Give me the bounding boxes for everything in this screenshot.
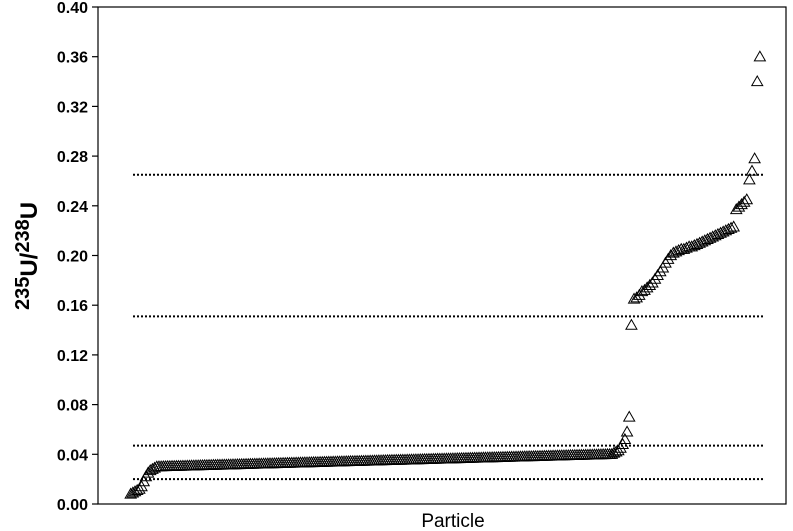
data-point bbox=[724, 221, 738, 233]
y-axis-label: 235U/238U bbox=[12, 202, 43, 310]
data-point bbox=[753, 50, 767, 62]
data-points bbox=[124, 50, 767, 499]
data-point bbox=[677, 242, 691, 254]
data-point bbox=[609, 445, 623, 457]
data-point bbox=[680, 241, 693, 253]
data-point bbox=[743, 173, 756, 185]
data-point bbox=[643, 278, 657, 290]
y-tick-label: 0.20 bbox=[57, 249, 88, 266]
y-axis-ticks: 0.00 0.04 0.08 0.12 0.16 0.20 0.24 0.28 0.32 0.36… bbox=[57, 0, 98, 514]
data-point bbox=[622, 410, 636, 422]
data-point bbox=[750, 75, 764, 87]
data-point bbox=[630, 291, 644, 303]
y-tick-label: 0.04 bbox=[57, 447, 88, 464]
data-point bbox=[627, 292, 641, 304]
y-tick-label: 0.28 bbox=[57, 149, 88, 166]
reference-lines bbox=[133, 173, 765, 481]
data-point bbox=[620, 425, 634, 437]
plot-frame bbox=[97, 6, 787, 505]
y-tick-label: 0.24 bbox=[57, 199, 88, 216]
y-label-isotope-235: 235 bbox=[12, 277, 34, 310]
y-tick-label: 0.40 bbox=[57, 0, 88, 17]
data-point bbox=[737, 195, 751, 207]
data-point bbox=[130, 483, 144, 495]
data-point bbox=[635, 285, 649, 297]
data-point bbox=[605, 447, 619, 459]
data-point bbox=[625, 318, 638, 330]
y-label-symbol-u1: U bbox=[16, 259, 43, 276]
data-point bbox=[126, 486, 140, 498]
data-point bbox=[143, 463, 157, 476]
y-tick-label: 0.00 bbox=[57, 497, 88, 514]
y-label-slash: / bbox=[16, 252, 43, 259]
data-point bbox=[133, 482, 146, 494]
y-tick-label: 0.32 bbox=[57, 99, 88, 116]
y-tick-label: 0.12 bbox=[57, 348, 88, 365]
data-point bbox=[740, 193, 754, 205]
data-point bbox=[727, 220, 741, 232]
data-point bbox=[669, 245, 683, 257]
y-tick-label: 0.16 bbox=[57, 298, 88, 315]
x-axis-label: Particle bbox=[421, 511, 484, 531]
data-point bbox=[745, 164, 759, 176]
y-label-isotope-238: 238 bbox=[12, 219, 34, 252]
data-point bbox=[748, 152, 761, 164]
data-point bbox=[611, 444, 625, 456]
y-label-symbol-u2: U bbox=[16, 202, 43, 219]
y-tick-label: 0.08 bbox=[57, 398, 88, 415]
data-point bbox=[722, 222, 735, 235]
data-point bbox=[672, 244, 685, 256]
y-tick-label: 0.36 bbox=[57, 50, 88, 67]
data-point bbox=[618, 432, 632, 445]
